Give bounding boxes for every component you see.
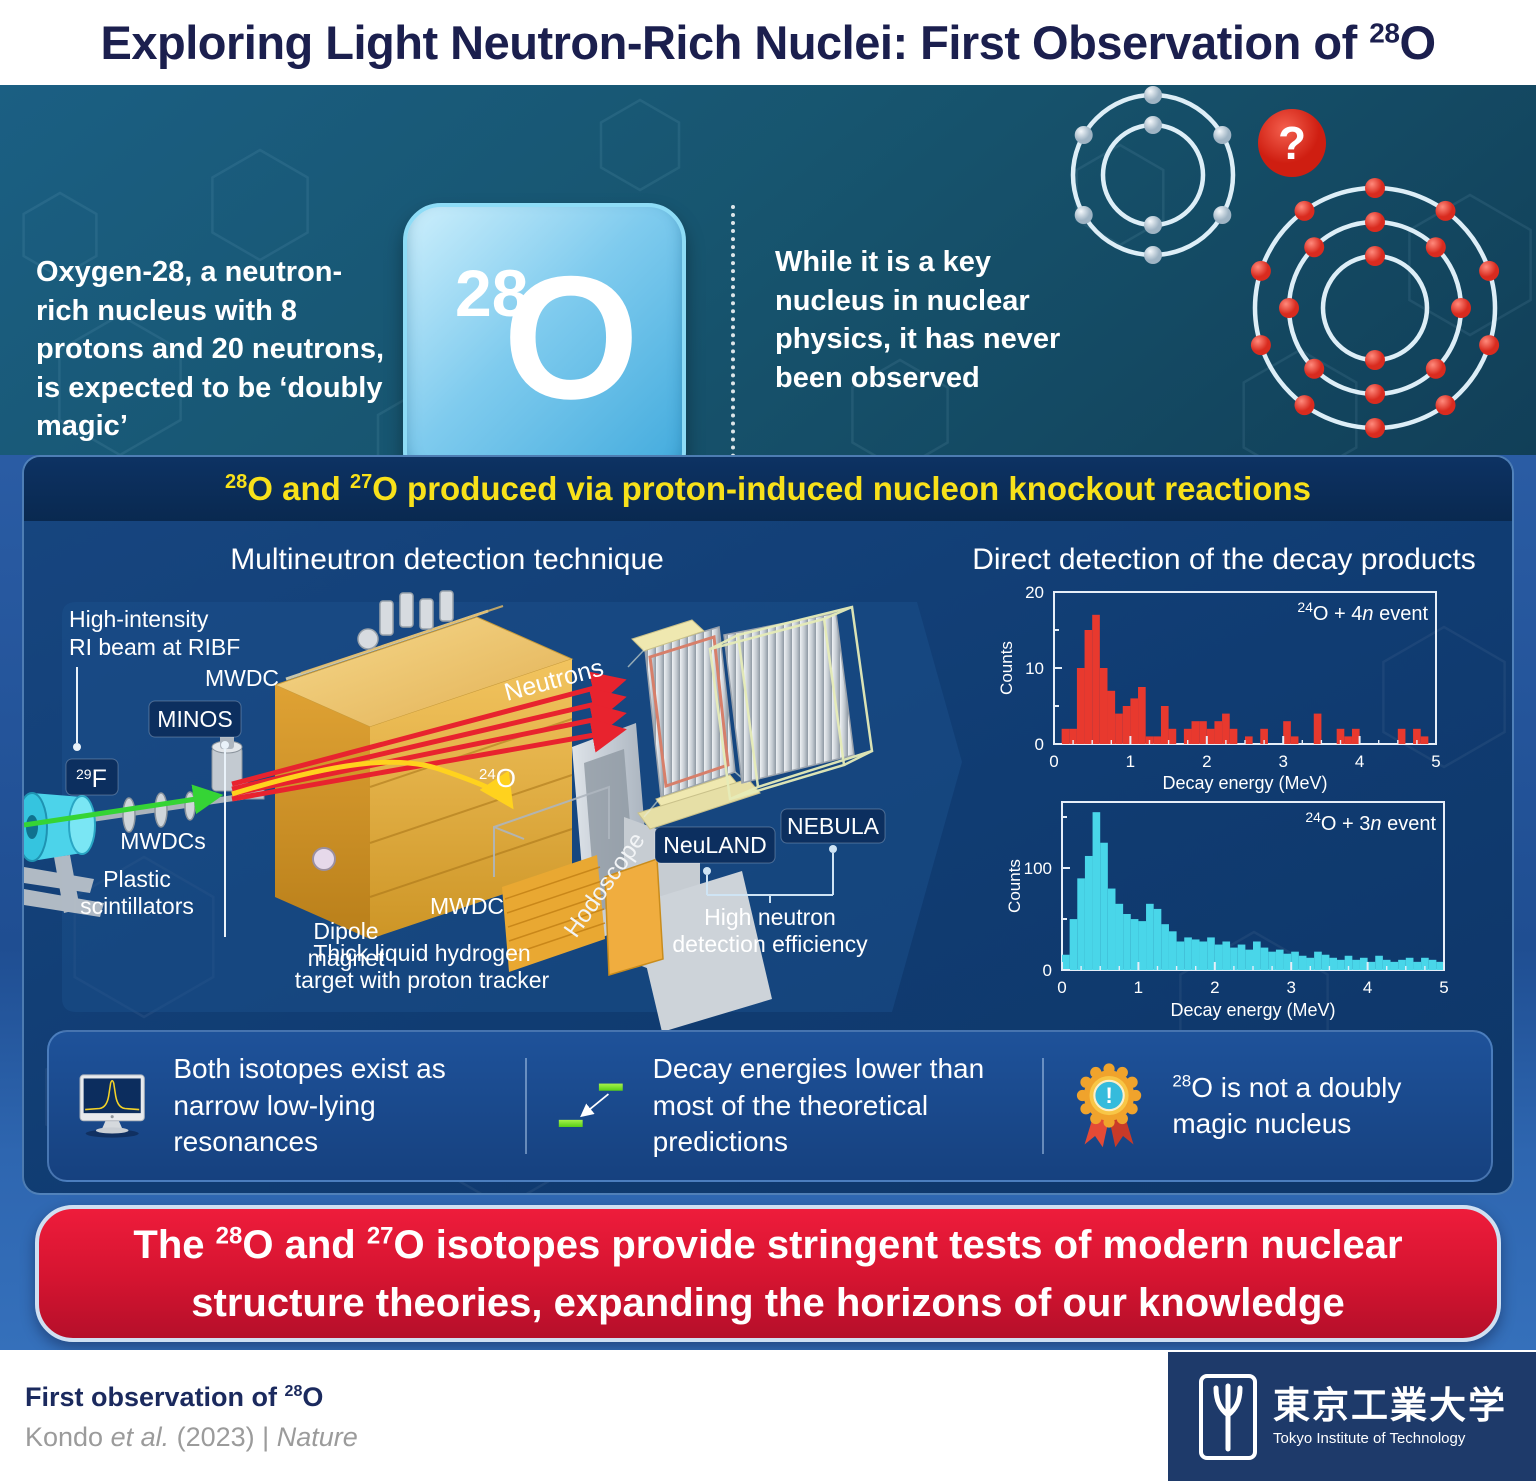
svg-text:NeuLAND: NeuLAND xyxy=(663,832,767,858)
footer: First observation of 28O Kondo et al. (2… xyxy=(0,1350,1536,1481)
xtick: 5 xyxy=(1439,978,1448,997)
hodoscope-assembly xyxy=(493,785,772,1032)
monitor-resonance-icon xyxy=(79,1074,145,1138)
xtick: 3 xyxy=(1286,978,1295,997)
citation-source: Kondo et al. (2023) | Nature xyxy=(25,1422,358,1452)
tokyo-tech-mark-icon xyxy=(1199,1373,1257,1460)
proton-shell-atom xyxy=(1070,86,1236,264)
heading-multineutron: Multineutron detection technique xyxy=(230,543,664,576)
ytick: 10 xyxy=(1025,659,1044,678)
energy-levels-icon xyxy=(558,1083,623,1127)
svg-text:29F: 29F xyxy=(76,765,107,793)
o24-label: 24O xyxy=(479,763,516,793)
finding-not-magic: ! 28O is not a doubly magic nucleus xyxy=(1044,1050,1491,1162)
tokyo-tech-logo: 東京工業大学 Tokyo Institute of Technology xyxy=(1168,1352,1536,1481)
panel-title: 28O and 27O produced via proton-induced … xyxy=(24,457,1512,521)
x-axis-label: Decay energy (MeV) xyxy=(1170,1000,1335,1020)
histogram-bars xyxy=(1061,812,1445,970)
conclusion-line-1: The 28O and 27O isotopes provide stringe… xyxy=(133,1222,1403,1267)
y-axis-label: Counts xyxy=(997,641,1016,695)
mwdc-top-label: MWDC xyxy=(205,665,279,691)
dipole-label: Dipole xyxy=(313,918,378,944)
minos-label-box: MINOS xyxy=(148,700,242,738)
f29-label-box: 29F xyxy=(65,758,119,796)
neutron-shell-atom xyxy=(1250,178,1500,438)
plastic-label-2: scintillators xyxy=(80,893,194,919)
xtick: 5 xyxy=(1431,752,1440,771)
xtick: 3 xyxy=(1278,752,1287,771)
ytick: 20 xyxy=(1025,583,1044,602)
nebula-label-box: NEBULA xyxy=(780,808,886,844)
intro-right-text: While it is a key nucleus in nuclear phy… xyxy=(775,246,1061,394)
atom-shell-diagrams: ? xyxy=(1070,86,1500,438)
svg-text:MINOS: MINOS xyxy=(157,706,232,732)
efficiency-connector xyxy=(703,845,837,903)
svg-text:NEBULA: NEBULA xyxy=(787,813,880,839)
cyan-detector-cylinder xyxy=(24,792,96,862)
xtick: 0 xyxy=(1057,978,1066,997)
ri-beam-arrow xyxy=(24,784,224,828)
tile-mass-number: 28 xyxy=(455,256,529,330)
nebula-detector xyxy=(708,605,874,801)
ytick: 0 xyxy=(1043,961,1052,980)
mwdc-bottom-label: MWDC xyxy=(430,893,504,919)
efficiency-label-2: detection efficiency xyxy=(672,931,868,957)
finding-decay-energies: Decay energies lower than most of the th… xyxy=(527,1050,1042,1162)
target-label-2: target with proton tracker xyxy=(295,967,550,993)
ytick: 100 xyxy=(1024,859,1052,878)
question-badge: ? xyxy=(1258,109,1326,177)
conclusion-line-2: structure theories, expanding the horizo… xyxy=(191,1280,1345,1325)
divider xyxy=(1042,1058,1045,1154)
xtick: 4 xyxy=(1355,752,1364,771)
beam-label-2: RI beam at RIBF xyxy=(69,634,240,660)
xtick: 0 xyxy=(1049,752,1058,771)
scintillator-stand xyxy=(24,855,104,917)
decay-energy-histogram-3n: 0 100 0 1 2 3 4 5 Decay energy (MeV) Cou… xyxy=(1005,801,1449,1020)
histogram-bars xyxy=(1053,614,1437,744)
heading-direct-detection: Direct detection of the decay products xyxy=(972,543,1476,576)
beam-label: High-intensity xyxy=(69,606,209,632)
page-title: Exploring Light Neutron-Rich Nuclei: Fir… xyxy=(100,16,1437,69)
divider xyxy=(525,1058,528,1154)
conclusion-banner: The 28O and 27O isotopes provide stringe… xyxy=(35,1205,1501,1342)
experiment-setup-diagram: High-intensity RI beam at RIBF MWDC MINO… xyxy=(24,590,962,1032)
plastic-label: Plastic xyxy=(103,866,171,892)
y-axis-label: Counts xyxy=(1005,859,1024,913)
xtick: 4 xyxy=(1363,978,1372,997)
target-label: Thick liquid hydrogen xyxy=(313,940,530,966)
question-mark: ? xyxy=(1278,117,1306,169)
ytick: 0 xyxy=(1035,735,1044,754)
tile-element-symbol: O xyxy=(503,241,640,436)
header: Exploring Light Neutron-Rich Nuclei: Fir… xyxy=(0,0,1536,85)
experiment-panel: 28O and 27O produced via proton-induced … xyxy=(22,455,1514,1195)
dipole-label-2: magnet xyxy=(308,945,385,971)
legend: 24O + 3n event xyxy=(1305,809,1436,835)
intro-section: Oxygen-28, a neutron-rich nucleus with 8… xyxy=(0,85,1536,490)
dotted-divider xyxy=(731,205,735,490)
logo-kanji: 東京工業大学 xyxy=(1273,1384,1507,1426)
magnet-chimneys xyxy=(357,590,454,650)
finding-resonances: Both isotopes exist as narrow low-lying … xyxy=(49,1050,525,1162)
results-section: 28O and 27O produced via proton-induced … xyxy=(0,455,1536,1350)
xtick: 1 xyxy=(1134,978,1143,997)
award-badge-icon: ! xyxy=(1077,1063,1142,1148)
efficiency-label: High neutron xyxy=(704,904,836,930)
decay-energy-histogram-4n: 0 10 20 0 1 2 3 4 5 Decay energy (MeV) C… xyxy=(997,583,1441,793)
legend: 24O + 4n event xyxy=(1297,599,1428,625)
xtick: 2 xyxy=(1202,752,1211,771)
x-axis-label: Decay energy (MeV) xyxy=(1162,773,1327,793)
logo-english: Tokyo Institute of Technology xyxy=(1273,1430,1466,1448)
xtick: 2 xyxy=(1210,978,1219,997)
svg-text:!: ! xyxy=(1106,1083,1113,1108)
dipole-magnet xyxy=(273,605,574,939)
intro-left-text: Oxygen-28, a neutron-rich nucleus with 8… xyxy=(36,256,385,443)
xtick: 1 xyxy=(1126,752,1135,771)
mwdcs-label: MWDCs xyxy=(120,828,206,854)
findings-row: Both isotopes exist as narrow low-lying … xyxy=(47,1030,1493,1182)
oxygen-28-element-tile: 28 O xyxy=(403,203,686,490)
o24-fragment-arrow xyxy=(231,759,514,810)
citation-title: First observation of 28O xyxy=(25,1382,324,1412)
neuland-label-box: NeuLAND xyxy=(654,826,776,864)
